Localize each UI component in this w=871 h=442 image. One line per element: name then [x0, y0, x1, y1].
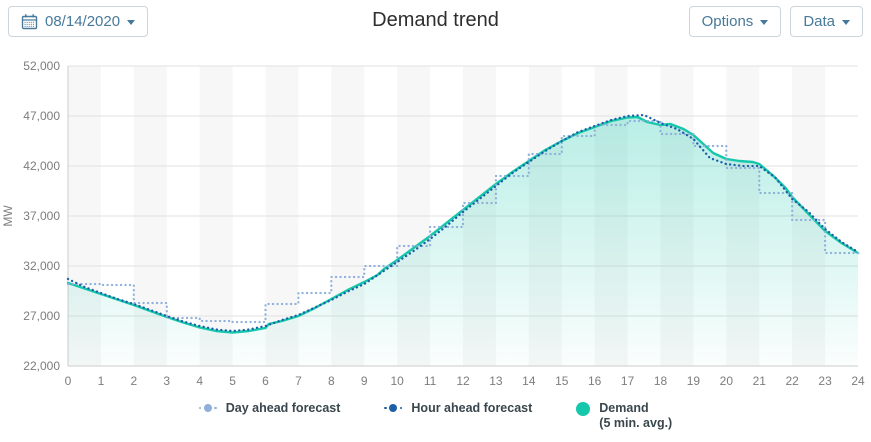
svg-text:4: 4: [196, 374, 203, 388]
demand-chart-svg: 22,000 27,000 32,000 37,000 42,000 47,000 52,0…: [1, 59, 865, 388]
svg-text:24: 24: [851, 374, 865, 388]
y-axis-unit-label: MW: [1, 205, 15, 227]
data-button-label: Data: [803, 13, 835, 30]
chevron-down-icon: [127, 20, 136, 25]
svg-text:13: 13: [489, 374, 503, 388]
chart-legend: Day ahead forecast Hour ahead forecast D…: [0, 396, 871, 431]
svg-text:0: 0: [65, 374, 72, 388]
svg-text:6: 6: [262, 374, 269, 388]
svg-text:12: 12: [456, 374, 470, 388]
svg-text:37,000: 37,000: [23, 209, 60, 223]
options-button[interactable]: Options: [688, 6, 782, 37]
svg-text:21: 21: [753, 374, 767, 388]
svg-text:17: 17: [621, 374, 635, 388]
svg-text:15: 15: [555, 374, 569, 388]
svg-text:16: 16: [588, 374, 602, 388]
legend-item-demand[interactable]: Demand (5 min. avg.): [576, 396, 672, 431]
legend-item-hour-ahead[interactable]: Hour ahead forecast: [384, 396, 532, 416]
svg-text:1: 1: [98, 374, 105, 388]
chevron-down-icon: [842, 20, 850, 25]
svg-text:52,000: 52,000: [23, 59, 60, 73]
svg-text:27,000: 27,000: [23, 309, 60, 323]
demand-area: [68, 117, 858, 366]
svg-text:9: 9: [361, 374, 368, 388]
svg-text:20: 20: [720, 374, 734, 388]
day-ahead-forecast-line: [66, 119, 860, 324]
hour-ahead-marker-icon: [384, 404, 403, 412]
svg-text:47,000: 47,000: [23, 109, 60, 123]
legend-label: Day ahead forecast: [225, 401, 341, 415]
svg-text:19: 19: [687, 374, 701, 388]
hour-ahead-forecast-line: [66, 113, 860, 333]
svg-text:42,000: 42,000: [23, 159, 60, 173]
date-picker-button[interactable]: 08/14/2020: [8, 6, 149, 37]
day-ahead-marker-icon: [198, 404, 217, 412]
calendar-icon: [21, 13, 38, 30]
legend-label: Hour ahead forecast: [411, 401, 533, 415]
svg-text:8: 8: [328, 374, 335, 388]
header: Demand trend 08/14/2020 Options Dat: [0, 0, 871, 52]
svg-text:22: 22: [785, 374, 799, 388]
demand-line: [66, 115, 860, 334]
demand-trend-chart: 22,000 27,000 32,000 37,000 42,000 47,000 52,0…: [0, 52, 871, 392]
svg-text:11: 11: [424, 374, 437, 388]
svg-text:5: 5: [229, 374, 236, 388]
options-button-label: Options: [701, 13, 754, 30]
svg-text:7: 7: [295, 374, 302, 388]
svg-text:2: 2: [130, 374, 137, 388]
svg-text:3: 3: [163, 374, 170, 388]
chevron-down-icon: [760, 20, 769, 25]
legend-label: Demand (5 min. avg.): [599, 401, 673, 430]
demand-marker-icon: [576, 402, 591, 416]
legend-item-day-ahead[interactable]: Day ahead forecast: [198, 396, 341, 416]
svg-text:14: 14: [522, 374, 536, 388]
svg-text:18: 18: [654, 374, 668, 388]
svg-text:10: 10: [390, 374, 404, 388]
svg-text:22,000: 22,000: [23, 359, 60, 373]
gridlines: 22,000 27,000 32,000 37,000 42,000 47,000 52,0…: [23, 59, 858, 373]
svg-text:23: 23: [818, 374, 832, 388]
date-picker-value: 08/14/2020: [45, 13, 121, 30]
data-button[interactable]: Data: [790, 6, 863, 37]
svg-text:32,000: 32,000: [23, 259, 60, 273]
x-axis-labels: 0 1 2 3 4 5 6 7 8 9 10 11 12 13 14 15 16 17 18 19 20 21 22 23 24: [65, 374, 865, 388]
